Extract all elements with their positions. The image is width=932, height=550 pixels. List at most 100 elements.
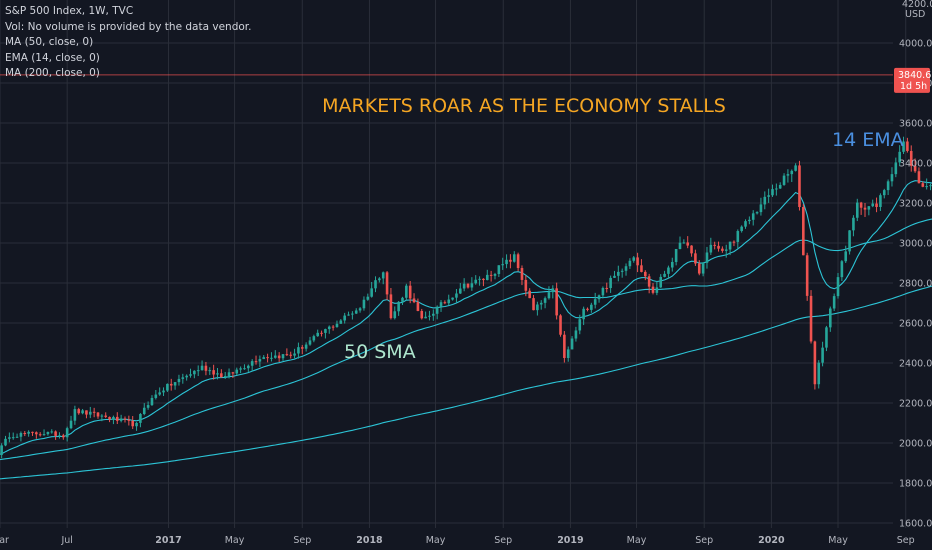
candle <box>805 252 809 301</box>
candle <box>624 263 628 276</box>
candle <box>451 297 454 301</box>
time-tick-label: May <box>828 535 848 546</box>
candle <box>717 241 720 252</box>
candle <box>432 309 435 321</box>
candle <box>898 145 901 167</box>
candle <box>836 273 840 299</box>
candle <box>485 269 489 281</box>
candle <box>578 314 582 335</box>
candle <box>378 277 381 283</box>
candle <box>528 288 531 299</box>
current-price-tag: 3840.6 1d 5h <box>894 67 931 93</box>
candle <box>740 225 743 233</box>
candle <box>667 265 670 279</box>
currency-label: USD <box>905 9 925 20</box>
legend-ma200[interactable]: MA (200, close, 0) <box>5 67 100 79</box>
candle <box>354 308 358 315</box>
candle <box>559 314 562 337</box>
candle <box>593 292 597 309</box>
candle <box>435 305 439 320</box>
candle <box>193 370 196 379</box>
price-tick-label: 3600.0 <box>899 119 932 130</box>
candle <box>644 270 647 281</box>
candle <box>825 325 828 352</box>
candle <box>131 416 134 430</box>
candle <box>786 169 790 183</box>
candle <box>320 330 323 337</box>
moving-average-lines <box>0 180 932 480</box>
candle <box>142 403 146 416</box>
candle <box>813 340 817 390</box>
candle <box>775 183 778 196</box>
candle <box>243 364 246 370</box>
candle <box>65 426 69 442</box>
candle <box>613 270 616 278</box>
candle <box>840 260 844 282</box>
candle <box>655 281 659 296</box>
candle <box>42 429 46 436</box>
candle <box>582 306 585 326</box>
candle <box>609 275 612 293</box>
candle <box>590 302 593 313</box>
candle <box>393 306 397 320</box>
candle <box>23 431 27 437</box>
candle <box>270 352 273 362</box>
candle <box>115 412 119 425</box>
candle <box>331 325 335 331</box>
time-tick-label: Sep <box>897 535 915 546</box>
candle <box>381 271 385 285</box>
candle <box>239 366 242 374</box>
candle <box>258 355 262 368</box>
time-tick-label: May <box>426 535 446 546</box>
candle <box>512 251 516 263</box>
candle <box>108 416 111 423</box>
candle <box>262 355 266 360</box>
candle <box>466 283 470 289</box>
time-axis[interactable]: Mar Jul 2017 May Sep 2018 May Sep 2019 May Sep 2020… <box>0 535 932 546</box>
candle <box>906 137 909 153</box>
candle <box>416 298 420 312</box>
candle <box>532 294 535 311</box>
candle <box>73 405 77 425</box>
price-tick-label: 3400.0 <box>899 159 932 170</box>
candle <box>782 173 786 186</box>
candle <box>177 374 181 386</box>
candle <box>925 178 928 190</box>
candle <box>848 230 851 255</box>
candle <box>96 412 100 419</box>
candle <box>628 258 632 270</box>
candle <box>524 275 528 297</box>
candle <box>617 265 620 282</box>
candle <box>555 282 558 320</box>
legend-ema14[interactable]: EMA (14, close, 0) <box>5 51 100 64</box>
candle <box>300 345 304 355</box>
time-tick-label: May <box>225 535 245 546</box>
candle <box>462 278 466 292</box>
candle <box>374 276 377 293</box>
candle <box>443 300 447 305</box>
legend-ma50[interactable]: MA (50, close, 0) <box>5 36 94 48</box>
candle <box>285 348 289 356</box>
candle <box>316 329 319 337</box>
candle <box>705 246 709 269</box>
candle <box>724 244 728 258</box>
candle <box>913 158 917 173</box>
candle <box>566 346 570 362</box>
candle <box>169 378 173 391</box>
candle <box>863 203 867 217</box>
candle <box>721 246 724 253</box>
candle <box>728 241 732 256</box>
candle <box>38 432 42 437</box>
candle <box>682 239 686 244</box>
ma-line-ema14 <box>0 180 932 455</box>
candle <box>505 254 508 269</box>
candle <box>489 270 493 282</box>
candle <box>678 236 682 250</box>
candle <box>216 367 219 380</box>
legend-symbol[interactable]: S&P 500 Index, 1W, TVC <box>5 5 134 17</box>
candle <box>732 240 736 247</box>
candle <box>867 205 871 216</box>
candle <box>231 371 235 378</box>
candle <box>879 193 882 211</box>
